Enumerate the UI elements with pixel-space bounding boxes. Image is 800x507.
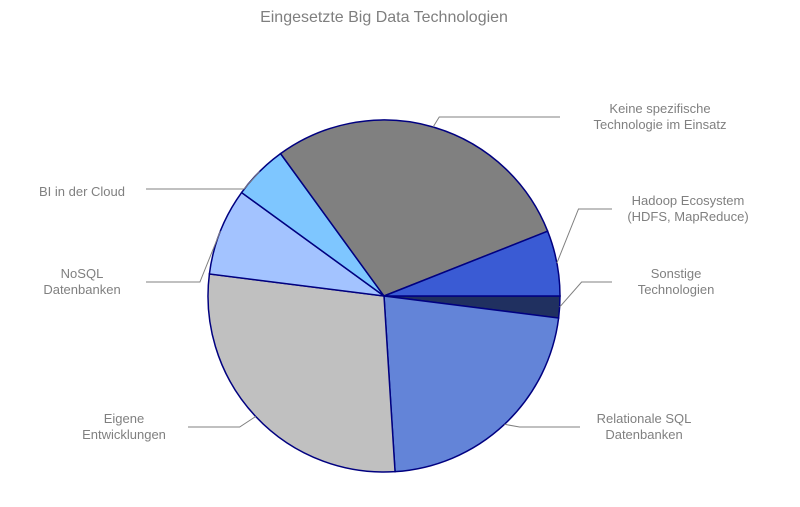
slice-label: Relationale SQL Datenbanken [597,411,692,442]
leader-line [432,116,560,128]
leader-line [559,281,612,308]
pie-slice [383,295,560,473]
leader-line [504,423,580,428]
slice-label: Eigene Entwicklungen [82,411,166,442]
slice-label: BI in der Cloud [39,184,125,199]
slice-label: Hadoop Ecosystem (HDFS, MapReduce) [627,193,748,224]
slice-label: NoSQL Datenbanken [43,266,120,297]
pie-slice [207,273,396,473]
pie-slice [383,230,561,297]
slice-label: Keine spezifische Technologie im Einsatz [594,101,727,132]
slice-label: Sonstige Technologien [638,266,715,297]
leader-line [188,416,256,428]
leader-lines [146,116,612,428]
slice-labels: Sonstige Technologien Relationale SQL Daten… [39,101,749,442]
pie-slices [207,119,561,473]
pie-slice [208,191,385,297]
leader-line [556,208,612,264]
chart-title: Eingesetzte Big Data Technologien [260,9,508,26]
leader-line [146,231,221,283]
leader-line [146,171,260,190]
